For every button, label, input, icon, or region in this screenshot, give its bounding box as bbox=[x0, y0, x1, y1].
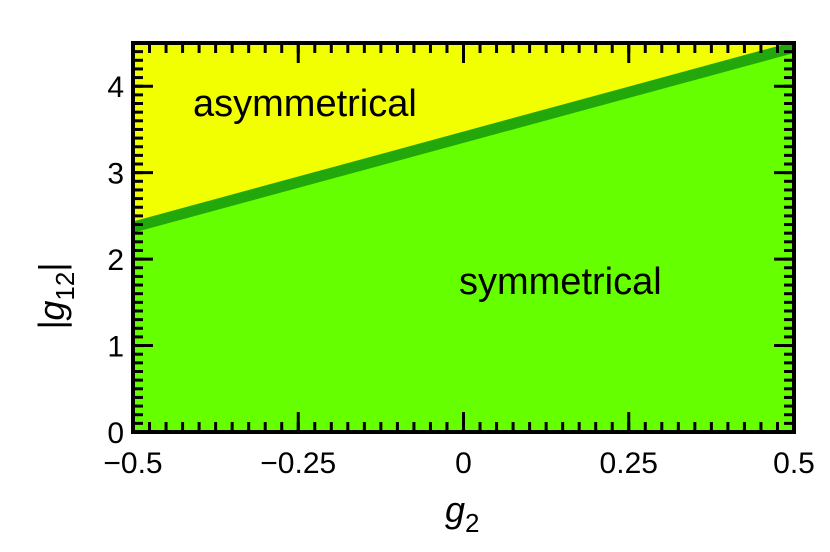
x-axis-title-symbol: g bbox=[445, 489, 465, 530]
plot-frame bbox=[131, 41, 796, 434]
y-tick-label: 3 bbox=[107, 158, 124, 191]
x-tick-label: 0 bbox=[455, 447, 472, 480]
y-axis-title: |g12| bbox=[31, 262, 80, 330]
symmetrical-region bbox=[133, 47, 794, 432]
y-axis-title-subscript: 12 bbox=[50, 272, 80, 301]
y-tick-label: 4 bbox=[107, 71, 124, 104]
symmetrical-label: symmetrical bbox=[459, 261, 662, 303]
phase-boundary-line bbox=[131, 42, 796, 233]
y-tick-label: 0 bbox=[107, 417, 124, 450]
plot-area bbox=[131, 41, 796, 434]
x-tick-label: 0.25 bbox=[600, 447, 658, 480]
x-tick-labels: −0.5 −0.25 0 0.25 0.5 bbox=[103, 447, 814, 480]
x-tick-label: −0.25 bbox=[260, 447, 336, 480]
x-tick-label: 0.5 bbox=[773, 447, 815, 480]
asymmetrical-label: asymmetrical bbox=[193, 83, 417, 125]
y-tick-labels: 0 1 2 3 4 bbox=[107, 71, 124, 450]
x-tick-label: −0.5 bbox=[103, 447, 162, 480]
y-tick-label: 1 bbox=[107, 331, 124, 364]
x-axis-title: g2 bbox=[445, 489, 480, 538]
y-axis-title-prefix: |g bbox=[31, 301, 72, 330]
x-axis-title-subscript: 2 bbox=[465, 508, 479, 538]
y-tick-label: 2 bbox=[107, 244, 124, 277]
y-axis-title-suffix: | bbox=[31, 262, 72, 271]
